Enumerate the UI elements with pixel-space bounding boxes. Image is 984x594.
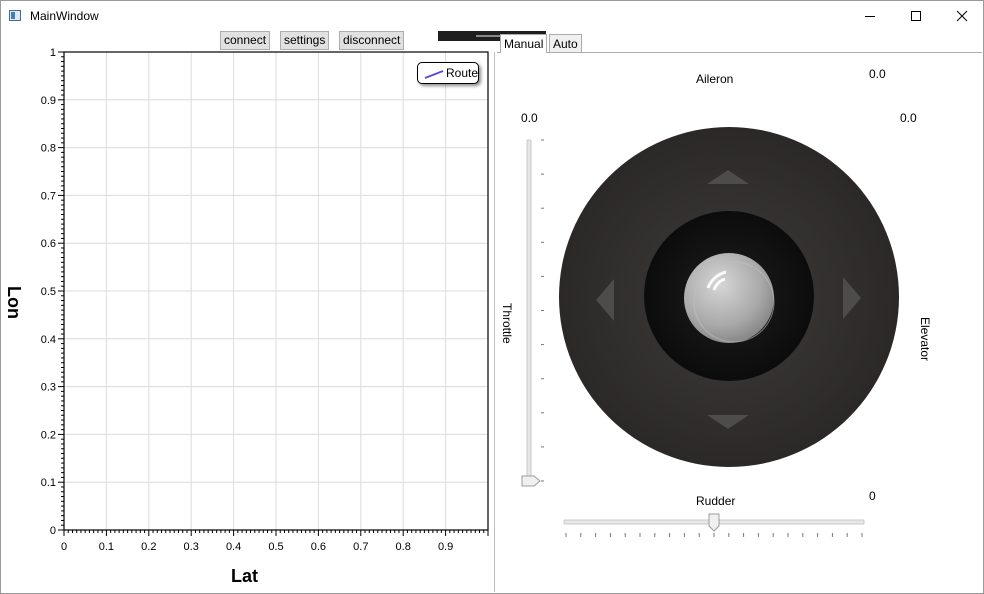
y-tick-label: 0.3 (41, 382, 56, 394)
aileron-value: 0.0 (869, 67, 886, 81)
throttle-track (526, 139, 532, 484)
tab-strip-line (497, 52, 982, 53)
legend-route-label: Route (446, 66, 479, 80)
x-tick-label: 0.1 (99, 541, 114, 552)
x-tick-label: 0.4 (226, 541, 241, 552)
disconnect-button[interactable]: disconnect (339, 31, 405, 50)
x-tick-label: 0.6 (311, 541, 326, 552)
arrow-left-icon (596, 279, 614, 321)
panel-divider[interactable] (494, 52, 495, 592)
y-tick-label: 0 (50, 525, 56, 537)
x-tick-label: 0.2 (141, 541, 156, 552)
maximize-icon (911, 11, 921, 21)
throttle-slider[interactable] (516, 130, 550, 490)
app-window-icon (9, 10, 21, 21)
minimize-button[interactable] (847, 1, 893, 31)
y-tick-label: 0.2 (41, 429, 56, 441)
throttle-thumb[interactable] (521, 475, 541, 487)
y-tick-label: 0.6 (41, 238, 56, 250)
throttle-ticks (541, 139, 544, 482)
x-tick-label: 0 (61, 541, 67, 552)
y-tick-label: 0.5 (41, 286, 56, 298)
y-tick-label: 0.7 (41, 190, 56, 202)
title-bar[interactable]: MainWindow (1, 1, 983, 31)
x-tick-label: 0.9 (438, 541, 453, 552)
plot-border (63, 51, 489, 531)
arrow-down-icon (707, 415, 749, 429)
rudder-thumb[interactable] (708, 513, 720, 532)
legend-route-line-icon (424, 70, 444, 79)
elevator-value: 0.0 (900, 111, 917, 125)
elevator-label: Elevator (918, 317, 932, 362)
rudder-label: Rudder (696, 494, 736, 508)
throttle-label: Throttle (500, 303, 514, 344)
rudder-value: 0 (869, 489, 876, 503)
x-tick-label: 0.5 (268, 541, 283, 552)
tab-manual[interactable]: Manual (500, 34, 548, 53)
route-chart: 0 0.1 0.2 0.3 0.4 0.5 0.6 0.7 0.8 0.9 0 0.1 0.2 0.3 0.… (41, 47, 489, 552)
settings-button[interactable]: settings (280, 31, 330, 50)
x-tick-label: 0.3 (184, 541, 199, 552)
window-title: MainWindow (30, 9, 99, 23)
y-tick-label: 0.8 (41, 143, 56, 155)
x-tick-label: 0.7 (353, 541, 368, 552)
splitter-grip[interactable] (438, 31, 546, 41)
y-tick-label: 0.9 (41, 95, 56, 107)
close-button[interactable] (939, 1, 984, 31)
throttle-value: 0.0 (521, 111, 538, 125)
arrow-right-icon (843, 277, 861, 319)
rudder-slider[interactable] (558, 510, 870, 544)
x-axis-title: Lat (231, 566, 258, 586)
maximize-button[interactable] (893, 1, 939, 31)
y-tick-label: 0.1 (41, 477, 56, 489)
rudder-ticks (565, 533, 863, 537)
y-tick-label: 0.4 (41, 334, 56, 346)
chart-legend: Route (417, 62, 479, 84)
tab-auto[interactable]: Auto (549, 34, 582, 53)
minimize-icon (865, 16, 875, 17)
y-axis-title: Lon (4, 286, 24, 319)
aileron-label: Aileron (696, 72, 734, 86)
x-tick-label: 0.8 (396, 541, 411, 552)
y-tick-label: 1 (50, 47, 56, 59)
joystick[interactable] (558, 126, 902, 470)
joystick-knob-icon[interactable] (684, 253, 775, 343)
close-icon (956, 10, 968, 22)
connect-button[interactable]: connect (220, 31, 271, 50)
arrow-up-icon (707, 170, 749, 184)
